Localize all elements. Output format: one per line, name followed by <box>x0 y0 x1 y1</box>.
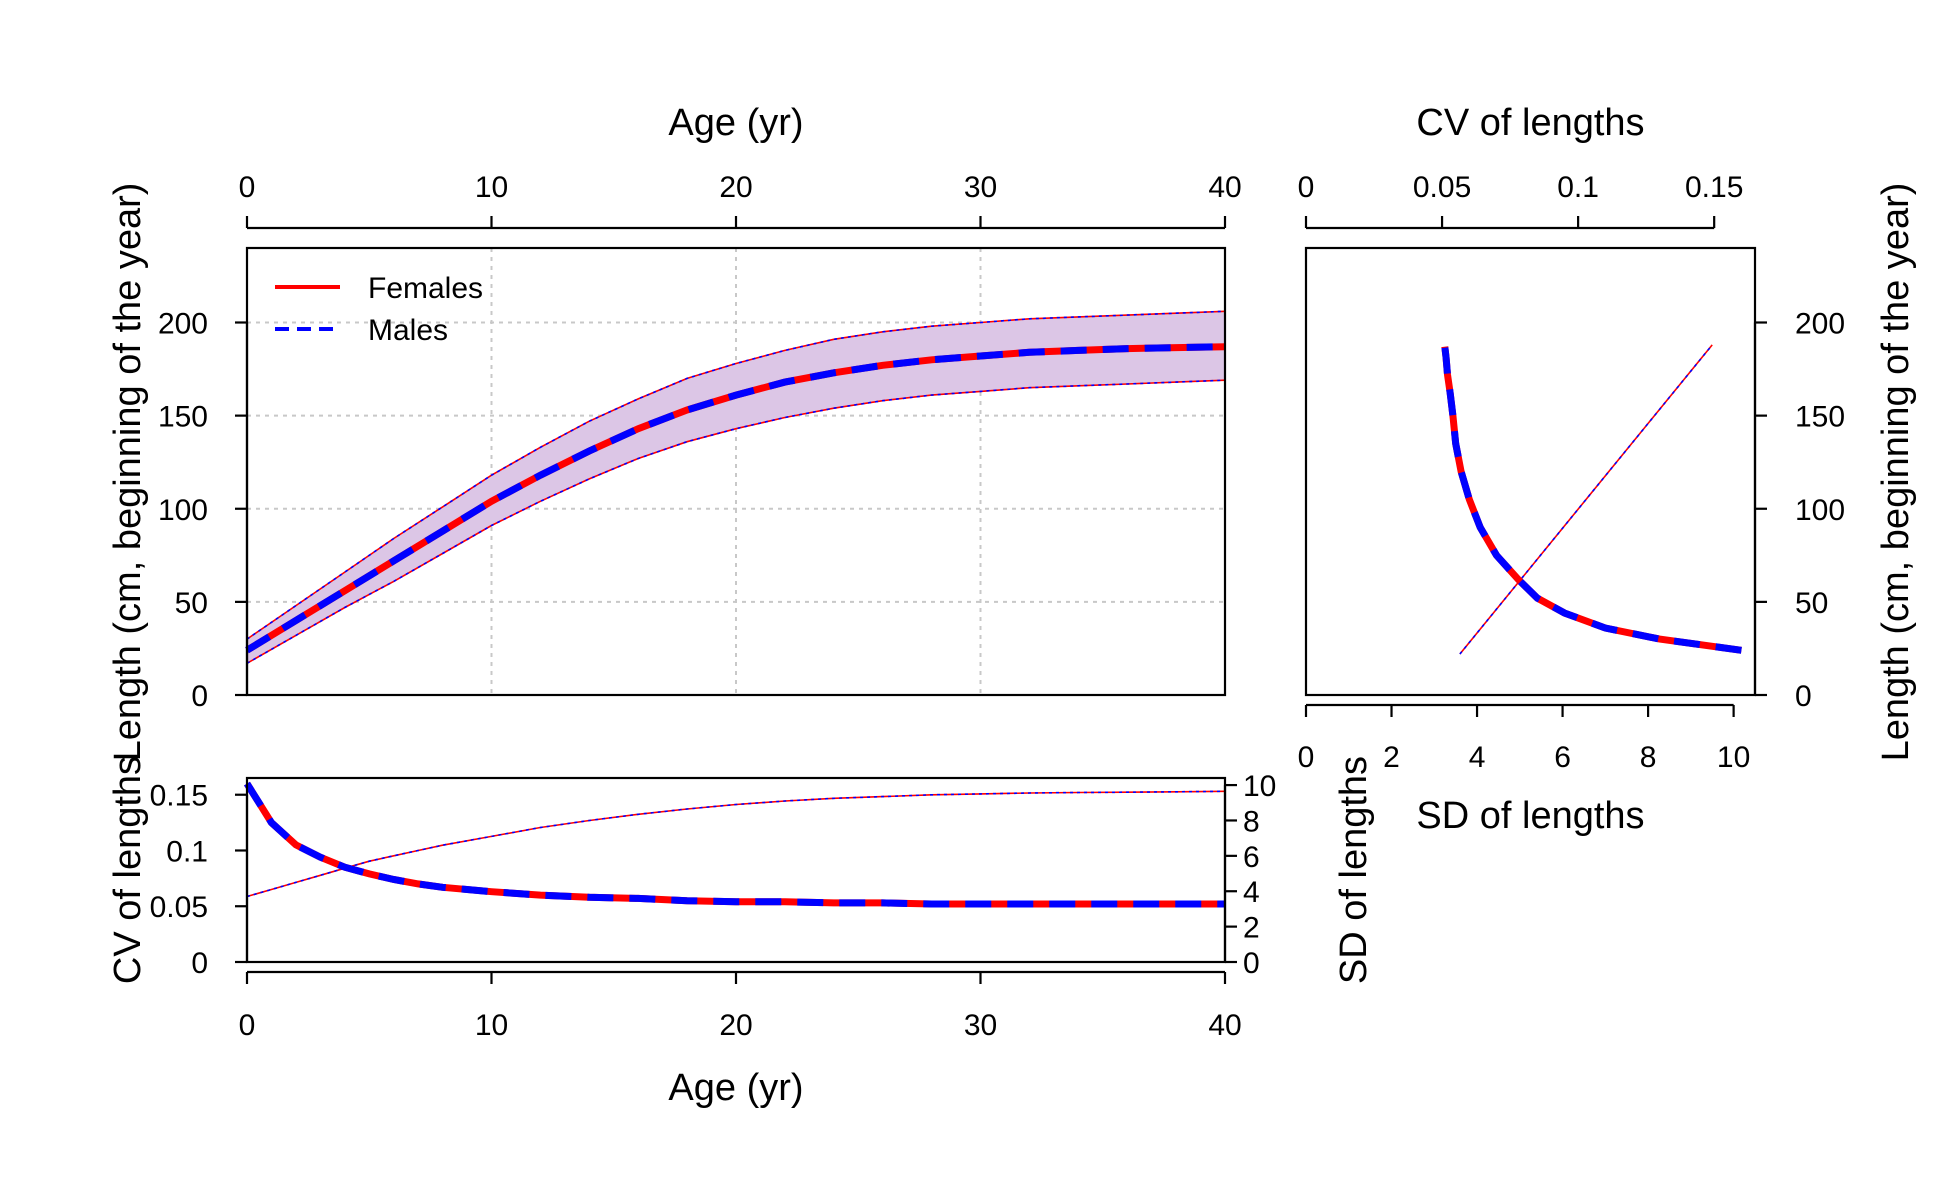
cv-tick-label: 0.05 <box>150 891 208 924</box>
legend: Females Males <box>275 272 483 347</box>
cv-tick-label: 0.1 <box>166 835 208 868</box>
cv-curve-females <box>1441 346 1742 654</box>
cv-tick-label: 0.15 <box>150 780 208 813</box>
sd-tick-label: 10 <box>1717 741 1750 774</box>
cv-line-males <box>244 781 1225 908</box>
age-tick-label: 40 <box>1208 1009 1241 1042</box>
sd-tick-label: 4 <box>1243 876 1260 909</box>
panel-length-at-age: 0 10 20 30 40 0 50 100 150 200 Age (yr) Length (… <box>107 102 1242 761</box>
age-tick-label: 10 <box>475 171 508 204</box>
sd-tick-label: 4 <box>1469 741 1486 774</box>
sd-tick-label: 10 <box>1243 770 1276 803</box>
age-tick-label: 0 <box>239 1009 256 1042</box>
sd-axis-label: SD of lengths <box>1416 795 1644 837</box>
cv-axis-label: CV of lengths <box>107 756 149 984</box>
cv-tick-label: 0.1 <box>1557 171 1599 204</box>
length-tick-label: 0 <box>1795 680 1812 713</box>
length-tick-label: 150 <box>158 401 208 434</box>
age-tick-label: 30 <box>964 1009 997 1042</box>
sd-tick-label: 8 <box>1243 805 1260 838</box>
y-axis-label-right: Length (cm, beginning of the year) <box>1875 183 1917 762</box>
length-tick-label: 0 <box>191 680 208 713</box>
lower-bound-line-females <box>246 379 1226 664</box>
sd-line-females <box>1459 344 1713 655</box>
cv-axis-left: 0 0.05 0.1 0.15 <box>150 780 249 980</box>
y-axis-right: 0 50 100 150 200 <box>1753 308 1845 713</box>
cv-tick-label: 0.15 <box>1685 171 1743 204</box>
plot-frame <box>1304 246 1757 697</box>
legend-label-males: Males <box>368 314 448 347</box>
sd-tick-label: 6 <box>1243 841 1260 874</box>
sd-tick-label: 6 <box>1554 741 1571 774</box>
legend-label-females: Females <box>368 272 483 305</box>
length-tick-label: 100 <box>158 494 208 527</box>
sd-axis-label: SD of lengths <box>1333 756 1375 984</box>
length-tick-label: 50 <box>175 587 208 620</box>
y-axis-label: Length (cm, beginning of the year) <box>107 183 149 762</box>
x-axis-top: 0 10 20 30 40 <box>239 171 1242 230</box>
plot-frame <box>245 776 1227 964</box>
x-axis-label: Age (yr) <box>668 1067 803 1109</box>
series-line-males <box>245 343 1226 654</box>
panel-length-vs-variability: 0 0.05 0.1 0.15 0 2 4 6 8 10 0 50 100 150 200 CV of … <box>1298 102 1917 837</box>
age-tick-label: 10 <box>475 1009 508 1042</box>
age-tick-label: 30 <box>964 171 997 204</box>
sd-axis-bottom: 0 2 4 6 8 10 <box>1298 703 1750 774</box>
age-tick-label: 20 <box>719 1009 752 1042</box>
length-tick-label: 200 <box>1795 308 1845 341</box>
sd-tick-label: 2 <box>1383 741 1400 774</box>
sd-tick-label: 2 <box>1243 912 1260 945</box>
cv-axis-top: 0 0.05 0.1 0.15 <box>1298 171 1743 230</box>
length-tick-label: 150 <box>1795 401 1845 434</box>
cv-tick-label: 0 <box>1298 171 1315 204</box>
age-tick-label: 20 <box>719 171 752 204</box>
sd-tick-label: 0 <box>1298 741 1315 774</box>
y-axis-left: 0 50 100 150 200 <box>158 308 249 713</box>
age-tick-label: 40 <box>1208 171 1241 204</box>
cv-tick-label: 0.05 <box>1413 171 1471 204</box>
cv-axis-label: CV of lengths <box>1416 102 1644 144</box>
sd-tick-label: 0 <box>1243 947 1260 980</box>
x-axis-label: Age (yr) <box>668 102 803 144</box>
sd-line-males <box>246 790 1226 898</box>
cv-curve-males <box>1441 346 1742 654</box>
cv-tick-label: 0 <box>191 947 208 980</box>
cv-line-females <box>244 781 1225 908</box>
length-tick-label: 200 <box>158 308 208 341</box>
length-tick-label: 100 <box>1795 494 1845 527</box>
x-axis-bottom: 0 10 20 30 40 <box>239 970 1242 1042</box>
length-tick-label: 50 <box>1795 587 1828 620</box>
sd-tick-label: 8 <box>1640 741 1657 774</box>
upper-bound-line-males <box>246 310 1226 640</box>
age-tick-label: 0 <box>239 171 256 204</box>
